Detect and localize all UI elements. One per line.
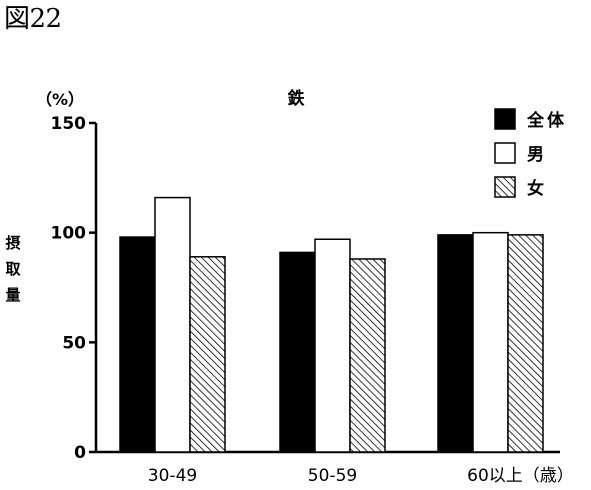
y-axis-label: 摂取量 xyxy=(5,234,21,304)
figure-label: 図22 xyxy=(4,4,62,34)
legend-label: 全体 xyxy=(526,110,567,131)
bar-男-50-59 xyxy=(314,238,351,453)
legend-swatch xyxy=(494,142,516,164)
bar-女-30-49 xyxy=(189,256,226,453)
x-tick-label: 50-59 xyxy=(308,466,357,486)
x-tick-label: 30-49 xyxy=(148,466,197,486)
legend-label: 女 xyxy=(527,178,547,199)
y-axis-label-char: 量 xyxy=(5,286,20,304)
y-axis-label-char: 取 xyxy=(5,260,21,278)
y-tick-label: 100 xyxy=(51,224,87,244)
legend-swatch xyxy=(494,176,516,198)
bar-男-60以上（歳） xyxy=(472,231,509,453)
y-tick-label: 50 xyxy=(62,333,86,353)
x-tick-label: 60以上（歳） xyxy=(467,466,574,486)
bar-全体-30-49 xyxy=(119,236,156,453)
y-axis-label-char: 摂 xyxy=(5,234,20,252)
bar-全体-50-59 xyxy=(279,251,316,453)
legend-label: 男 xyxy=(527,145,547,165)
y-unit-label: （%） xyxy=(36,90,84,109)
bar-全体-60以上（歳） xyxy=(437,234,474,453)
legend-swatch xyxy=(494,108,516,130)
y-tick-label: 150 xyxy=(51,114,87,134)
bar-女-50-59 xyxy=(349,258,386,453)
chart-title: 鉄 xyxy=(288,88,305,109)
y-tick-label: 0 xyxy=(74,443,86,463)
bar-男-30-49 xyxy=(154,196,191,453)
bar-女-60以上（歳） xyxy=(507,234,544,453)
